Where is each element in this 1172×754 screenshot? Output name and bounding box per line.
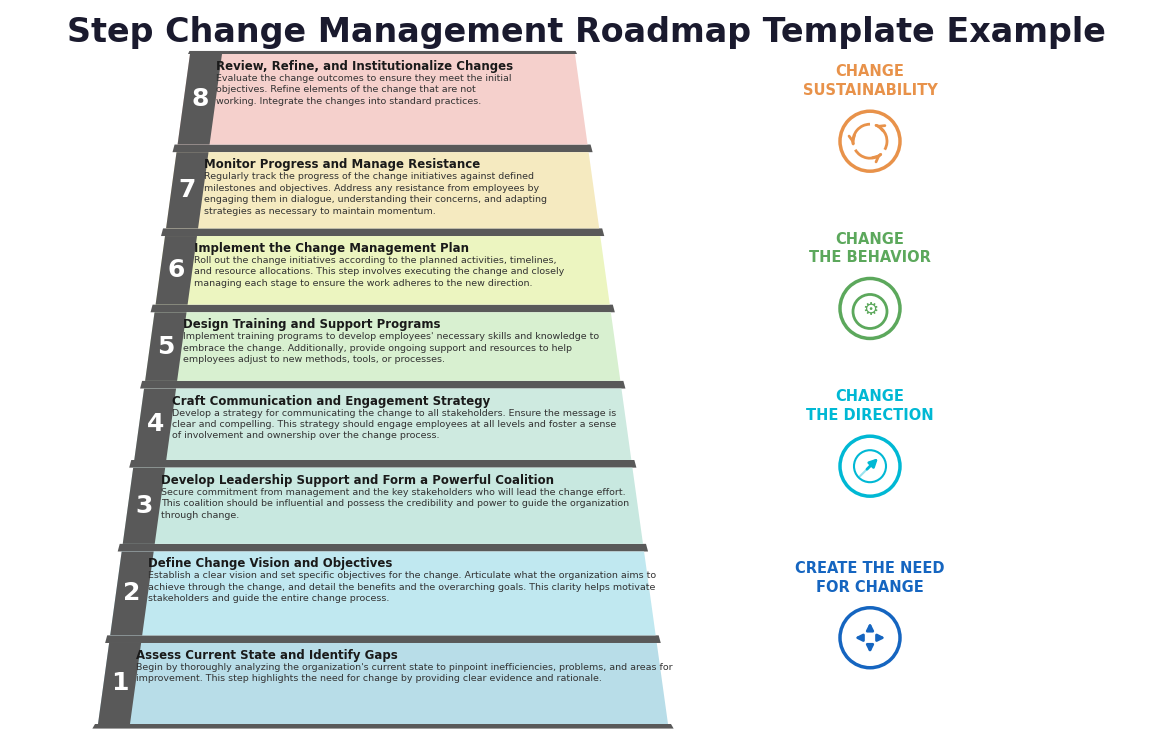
Text: Secure commitment from management and the key stakeholders who will lead the cha: Secure commitment from management and th… bbox=[161, 488, 629, 520]
Polygon shape bbox=[161, 228, 605, 236]
Polygon shape bbox=[150, 305, 615, 312]
Text: 6: 6 bbox=[168, 259, 185, 282]
Polygon shape bbox=[156, 236, 609, 305]
Polygon shape bbox=[166, 152, 599, 228]
Text: CHANGE
SUSTAINABILITY: CHANGE SUSTAINABILITY bbox=[803, 64, 938, 98]
Polygon shape bbox=[178, 54, 587, 145]
Polygon shape bbox=[135, 388, 632, 460]
Text: Craft Communication and Engagement Strategy: Craft Communication and Engagement Strat… bbox=[172, 394, 491, 407]
Text: Define Change Vision and Objectives: Define Change Vision and Objectives bbox=[148, 557, 393, 571]
Polygon shape bbox=[123, 467, 165, 544]
Polygon shape bbox=[117, 544, 648, 551]
Text: Monitor Progress and Manage Resistance: Monitor Progress and Manage Resistance bbox=[204, 158, 481, 171]
Text: Review, Refine, and Institutionalize Changes: Review, Refine, and Institutionalize Cha… bbox=[216, 60, 512, 73]
Text: CHANGE
THE DIRECTION: CHANGE THE DIRECTION bbox=[806, 389, 934, 423]
Polygon shape bbox=[105, 636, 661, 643]
Polygon shape bbox=[110, 551, 154, 636]
Text: Roll out the change initiatives according to the planned activities, timelines,
: Roll out the change initiatives accordin… bbox=[193, 256, 564, 288]
Text: CREATE THE NEED
FOR CHANGE: CREATE THE NEED FOR CHANGE bbox=[796, 561, 945, 595]
Text: 8: 8 bbox=[191, 87, 209, 112]
Polygon shape bbox=[129, 460, 636, 467]
Text: CHANGE
THE BEHAVIOR: CHANGE THE BEHAVIOR bbox=[809, 231, 931, 265]
Text: Develop Leadership Support and Form a Powerful Coalition: Develop Leadership Support and Form a Po… bbox=[161, 474, 553, 486]
Text: Implement the Change Management Plan: Implement the Change Management Plan bbox=[193, 242, 469, 255]
Text: Design Training and Support Programs: Design Training and Support Programs bbox=[183, 318, 441, 331]
Text: 7: 7 bbox=[178, 178, 196, 202]
Polygon shape bbox=[98, 643, 668, 724]
Polygon shape bbox=[135, 388, 176, 460]
Polygon shape bbox=[98, 643, 141, 724]
Polygon shape bbox=[156, 236, 197, 305]
Text: 5: 5 bbox=[157, 335, 175, 359]
Polygon shape bbox=[123, 467, 643, 544]
Polygon shape bbox=[172, 145, 593, 152]
Polygon shape bbox=[178, 54, 222, 145]
Text: Begin by thoroughly analyzing the organization's current state to pinpoint ineff: Begin by thoroughly analyzing the organi… bbox=[136, 663, 673, 683]
Text: Step Change Management Roadmap Template Example: Step Change Management Roadmap Template … bbox=[67, 16, 1105, 49]
Polygon shape bbox=[145, 312, 186, 381]
Polygon shape bbox=[110, 551, 655, 636]
Text: Evaluate the change outcomes to ensure they meet the initial
objectives. Refine : Evaluate the change outcomes to ensure t… bbox=[216, 74, 511, 106]
Text: 4: 4 bbox=[146, 412, 164, 437]
Text: 3: 3 bbox=[135, 494, 152, 518]
Text: ⚙: ⚙ bbox=[861, 302, 878, 320]
Text: Assess Current State and Identify Gaps: Assess Current State and Identify Gaps bbox=[136, 649, 397, 662]
Text: Establish a clear vision and set specific objectives for the change. Articulate : Establish a clear vision and set specifi… bbox=[148, 572, 656, 603]
Text: Implement training programs to develop employees' necessary skills and knowledge: Implement training programs to develop e… bbox=[183, 333, 599, 364]
Polygon shape bbox=[188, 51, 577, 54]
Polygon shape bbox=[145, 312, 620, 381]
Text: 2: 2 bbox=[123, 581, 141, 605]
Polygon shape bbox=[166, 152, 209, 228]
Polygon shape bbox=[141, 381, 626, 388]
Text: Develop a strategy for communicating the change to all stakeholders. Ensure the : Develop a strategy for communicating the… bbox=[172, 409, 616, 440]
Text: 1: 1 bbox=[111, 672, 128, 695]
Polygon shape bbox=[93, 724, 674, 728]
Text: Regularly track the progress of the change initiatives against defined
milestone: Regularly track the progress of the chan… bbox=[204, 172, 547, 216]
